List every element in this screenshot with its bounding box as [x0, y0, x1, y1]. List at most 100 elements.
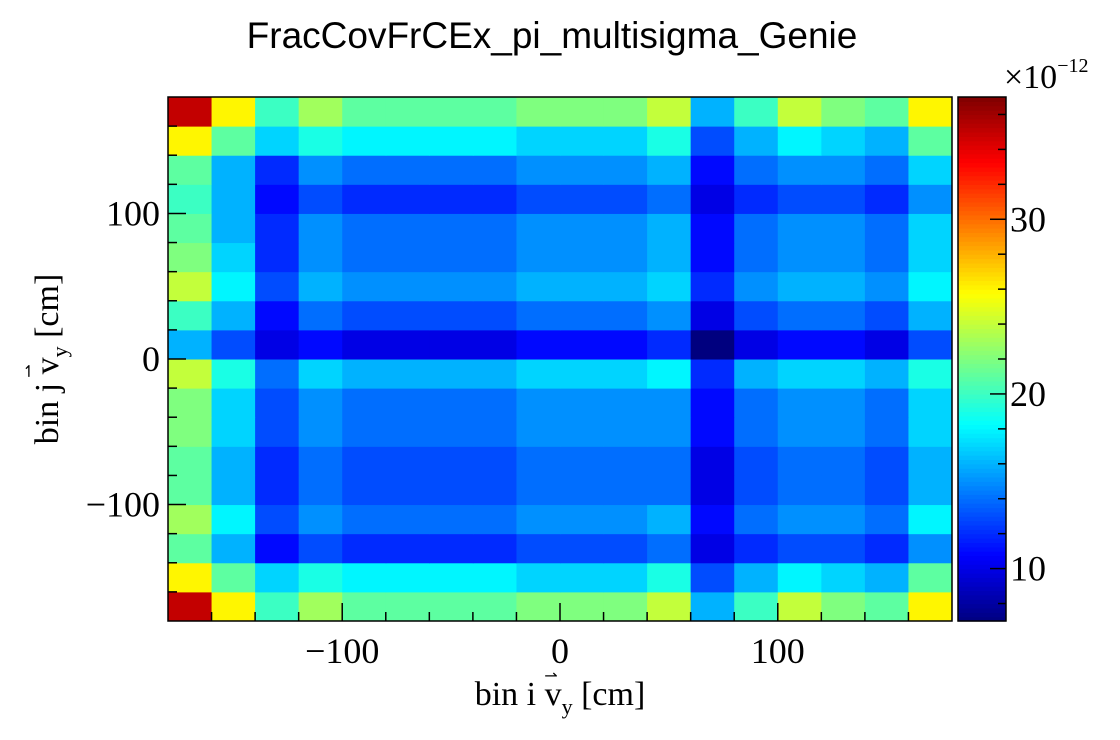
color-scale-step: [958, 328, 1006, 334]
heatmap-cell: [429, 271, 474, 302]
heatmap-cell: [560, 417, 605, 447]
heatmap-cell: [734, 388, 779, 418]
heatmap-cell: [864, 97, 909, 127]
heatmap-cell: [211, 300, 256, 331]
color-scale-step: [958, 166, 1006, 172]
heatmap-cell: [560, 126, 605, 156]
heatmap-cell: [864, 213, 909, 244]
heatmap-cell: [516, 446, 561, 476]
heatmap-cell: [908, 329, 953, 360]
heatmap-cell: [472, 417, 517, 447]
heatmap-cell: [690, 359, 735, 389]
heatmap-cell: [255, 329, 300, 360]
heatmap-cell: [603, 213, 648, 244]
heatmap-cell: [516, 562, 561, 593]
heatmap-cell: [255, 300, 300, 331]
heatmap-cell: [821, 359, 866, 389]
color-scale-step: [958, 498, 1006, 504]
heatmap-cell: [342, 446, 387, 476]
heatmap-cell: [864, 504, 909, 535]
heatmap-cell: [255, 213, 300, 244]
color-scale-step: [958, 612, 1006, 618]
color-scale-step: [958, 241, 1006, 247]
vector-arrow: ⇀: [544, 666, 557, 685]
heatmap-cell: [560, 533, 605, 564]
color-scale-step: [958, 533, 1006, 539]
color-scale-step: [958, 254, 1006, 260]
color-scale-step: [958, 494, 1006, 500]
heatmap-cell: [864, 562, 909, 593]
heatmap-cells: [168, 97, 953, 622]
color-scale-step: [958, 363, 1006, 369]
color-scale-step: [958, 232, 1006, 238]
color-scale-step: [958, 398, 1006, 404]
color-scale-step: [958, 433, 1006, 439]
heatmap-cell: [516, 155, 561, 185]
heatmap-cell: [821, 184, 866, 214]
heatmap-cell: [734, 300, 779, 331]
heatmap-cell: [603, 271, 648, 302]
color-scale-step: [958, 581, 1006, 587]
heatmap-cell: [908, 213, 953, 244]
color-scale-step: [958, 529, 1006, 535]
color-scale-step: [958, 245, 1006, 251]
heatmap-cell: [908, 97, 953, 127]
heatmap-cell: [908, 184, 953, 214]
heatmap-cell: [821, 446, 866, 476]
color-scale-step: [958, 214, 1006, 220]
heatmap-cell: [560, 184, 605, 214]
heatmap-cell: [472, 213, 517, 244]
heatmap-cell: [472, 97, 517, 127]
color-scale-step: [958, 206, 1006, 212]
heatmap-cell: [690, 329, 735, 360]
color-scale-step: [958, 324, 1006, 330]
heatmap-cell: [385, 184, 430, 214]
heatmap-cell: [647, 271, 692, 302]
heatmap-cell: [516, 388, 561, 418]
heatmap-cell: [734, 329, 779, 360]
heatmap-cell: [690, 533, 735, 564]
heatmap-cell: [734, 126, 779, 156]
color-scale-step: [958, 503, 1006, 509]
color-scale-multiplier: ×10−12: [1004, 55, 1088, 96]
heatmap-cell: [603, 388, 648, 418]
heatmap-cell: [647, 446, 692, 476]
color-scale-step: [958, 616, 1006, 622]
heatmap-cell: [647, 126, 692, 156]
color-scale-step: [958, 280, 1006, 286]
heatmap-cell: [908, 504, 953, 535]
heatmap-cell: [777, 562, 822, 593]
heatmap-cell: [821, 562, 866, 593]
color-scale-step: [958, 542, 1006, 548]
color-scale-step: [958, 249, 1006, 255]
heatmap-cell: [777, 184, 822, 214]
color-scale-step: [958, 551, 1006, 557]
heatmap-cell: [255, 359, 300, 389]
svg-text:bin j vy [cm]: bin j vy [cm]: [29, 274, 72, 445]
heatmap-cell: [168, 591, 213, 622]
heatmap-cell: [560, 271, 605, 302]
heatmap-cell: [298, 213, 343, 244]
heatmap-cell: [603, 504, 648, 535]
heatmap-cell: [342, 562, 387, 593]
color-scale-step: [958, 459, 1006, 465]
heatmap-cell: [647, 300, 692, 331]
heatmap-cell: [734, 562, 779, 593]
color-scale-bar: [957, 96, 1007, 622]
heatmap-cell: [168, 213, 213, 244]
z-tick-label: 20: [1010, 374, 1046, 414]
heatmap-cell: [864, 184, 909, 214]
x-axis-label: bin i vy [cm] ⇀: [475, 666, 646, 719]
heatmap-cell: [298, 300, 343, 331]
heatmap-cell: [168, 417, 213, 447]
heatmap-cell: [821, 388, 866, 418]
heatmap-cell: [603, 242, 648, 273]
color-scale-step: [958, 490, 1006, 495]
color-scale-step: [958, 123, 1006, 129]
heatmap-cell: [255, 591, 300, 622]
color-scale-step: [958, 149, 1006, 155]
heatmap-cell: [255, 475, 300, 506]
color-scale-step: [958, 568, 1006, 574]
heatmap-cell: [777, 300, 822, 331]
heatmap-cell: [777, 417, 822, 447]
